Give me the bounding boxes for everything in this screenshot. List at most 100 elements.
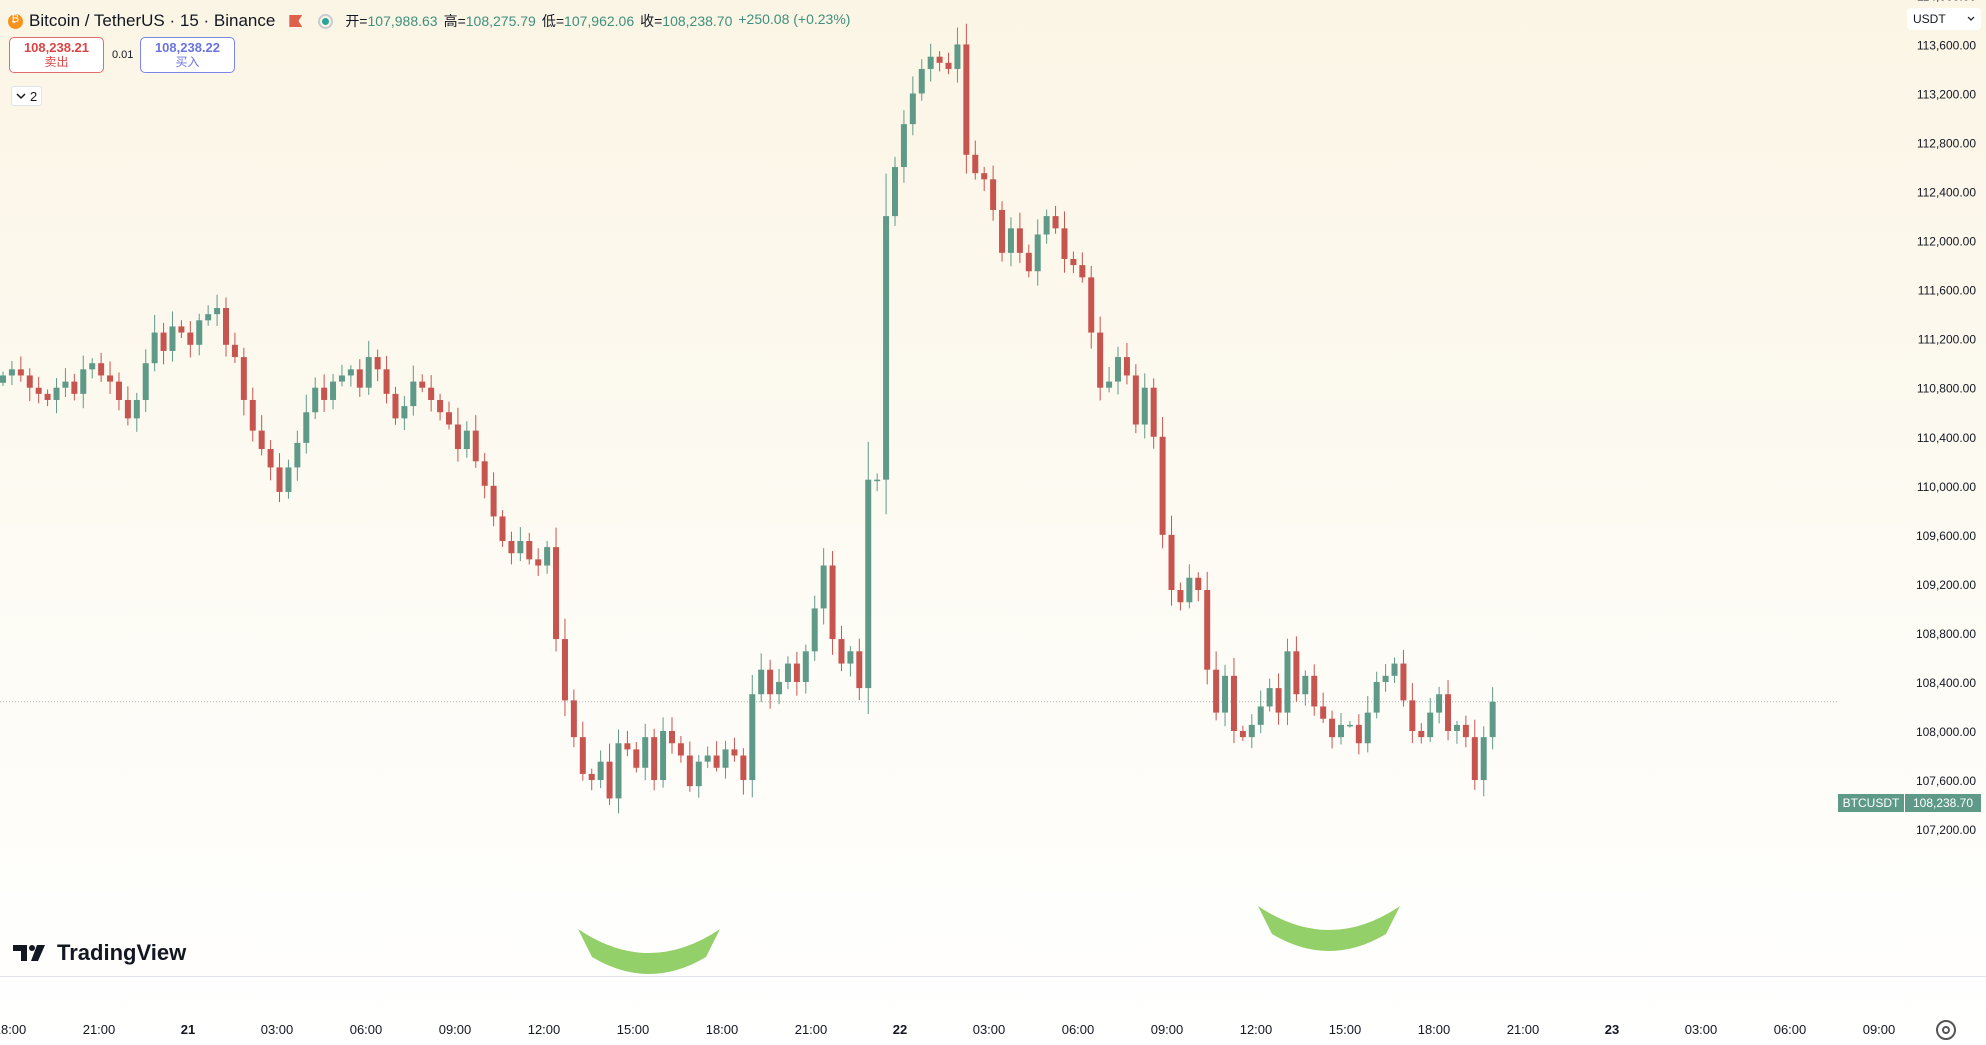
candle-body (1284, 651, 1291, 713)
candle-body (802, 651, 809, 682)
candle-body (437, 399, 444, 413)
x-tick-label: 18:00 (1418, 1022, 1451, 1037)
symbol-header: Bitcoin / TetherUS · 15 · Binance 开=107,… (8, 9, 850, 33)
candle-body (26, 375, 33, 388)
candle-body (1409, 700, 1416, 731)
candle-body (892, 167, 898, 217)
candle-body (838, 639, 845, 664)
candle-body (784, 663, 791, 682)
time-axis-divider (0, 976, 1986, 977)
candle-body (1382, 675, 1389, 682)
candle-body (285, 467, 292, 492)
y-tick-label: 112,000.00 (1917, 235, 1976, 249)
candle-body (517, 540, 524, 554)
candle-body (1400, 663, 1407, 701)
candle-body (401, 406, 408, 419)
candle-body (1088, 277, 1095, 333)
candle-body (1355, 724, 1362, 744)
y-tick-label: 113,200.00 (1917, 87, 1976, 101)
candle-body (927, 56, 934, 69)
y-tick-label: 107,200.00 (1916, 823, 1976, 837)
candle-body (133, 399, 140, 419)
candle-body (918, 68, 925, 94)
trade-panel: 108,238.21 卖出 0.01 108,238.22 买入 (9, 37, 235, 73)
candle-body (1373, 681, 1380, 713)
y-tick-label: 107,600.00 (1916, 774, 1976, 788)
candle-body (731, 749, 738, 756)
settings-gear-icon[interactable] (1936, 1020, 1956, 1040)
candle-body (1338, 724, 1344, 738)
x-tick-label: 06:00 (1774, 1022, 1807, 1037)
candle-body (356, 369, 363, 388)
candle-body (1489, 701, 1496, 738)
candle-body (1480, 737, 1487, 781)
candle-body (303, 412, 310, 443)
candle-body (1070, 258, 1077, 266)
candle-body (1159, 436, 1166, 535)
tradingview-logo[interactable]: TradingView (13, 940, 186, 966)
market-status-icon[interactable] (318, 13, 334, 29)
candle-body (44, 393, 51, 400)
candle-body (267, 449, 274, 468)
x-tick-label: 09:00 (439, 1022, 472, 1037)
y-tick-label: 112,800.00 (1917, 137, 1976, 151)
candle-body (1132, 375, 1139, 425)
candle-body (151, 332, 158, 364)
candle-body (321, 387, 328, 400)
candle-body (1079, 265, 1086, 278)
indicators-toggle[interactable]: 2 (11, 86, 43, 106)
flag-icon[interactable] (289, 15, 303, 27)
sell-label: 卖出 (44, 55, 69, 69)
candle-body (1364, 712, 1371, 744)
candle-body (17, 369, 24, 376)
x-tick-label: 15:00 (1329, 1022, 1362, 1037)
candle-body (740, 755, 747, 781)
candle-body (776, 681, 783, 695)
sell-button[interactable]: 108,238.21 卖出 (9, 37, 104, 73)
candle-body (1230, 675, 1237, 731)
candle-body (553, 547, 560, 640)
candle-body (1195, 577, 1202, 591)
buy-price: 108,238.22 (154, 40, 221, 55)
indicators-count: 2 (30, 88, 38, 104)
y-tick-label: 110,400.00 (1917, 431, 1976, 445)
x-tick-label: 21 (181, 1022, 195, 1037)
candle-body (588, 773, 595, 781)
candle-body (1025, 252, 1032, 272)
candle-body (1445, 694, 1452, 731)
symbol-title[interactable]: Bitcoin / TetherUS · 15 · Binance (29, 11, 276, 30)
candle-body (1320, 706, 1327, 719)
candle-body (954, 44, 961, 69)
change-value: +250.08 (+0.23%) (738, 11, 851, 27)
candle-body (1034, 234, 1041, 272)
candle-body (767, 669, 774, 695)
candle-body (330, 381, 337, 400)
currency-value: USDT (1913, 12, 1946, 26)
x-tick-label: 21:00 (83, 1022, 116, 1037)
x-tick-label: 22 (893, 1022, 907, 1037)
currency-select[interactable]: USDT (1907, 8, 1981, 30)
buy-button[interactable]: 108,238.22 买入 (140, 37, 235, 73)
candle-body (1311, 675, 1318, 707)
x-tick-label: 09:00 (1863, 1022, 1896, 1037)
candle-body (258, 430, 265, 450)
candle-body (909, 93, 916, 125)
candle-body (669, 731, 675, 744)
candle-body (454, 424, 461, 450)
y-tick-label: 114,000.00 (1917, 0, 1976, 3)
candle-body (1453, 724, 1460, 731)
highlight-arc (1258, 906, 1400, 951)
candle-body (1329, 718, 1336, 738)
candle-body (579, 737, 586, 774)
bitcoin-icon (8, 13, 23, 29)
candle-body (570, 700, 577, 738)
x-tick-label: 21:00 (1507, 1022, 1540, 1037)
candle-body (1007, 228, 1014, 253)
candle-body (142, 363, 149, 400)
y-tick-label: 109,200.00 (1916, 578, 1976, 592)
candle-body (472, 430, 479, 462)
tradingview-logo-icon (13, 945, 45, 961)
y-tick-label: 108,400.00 (1916, 676, 1976, 690)
